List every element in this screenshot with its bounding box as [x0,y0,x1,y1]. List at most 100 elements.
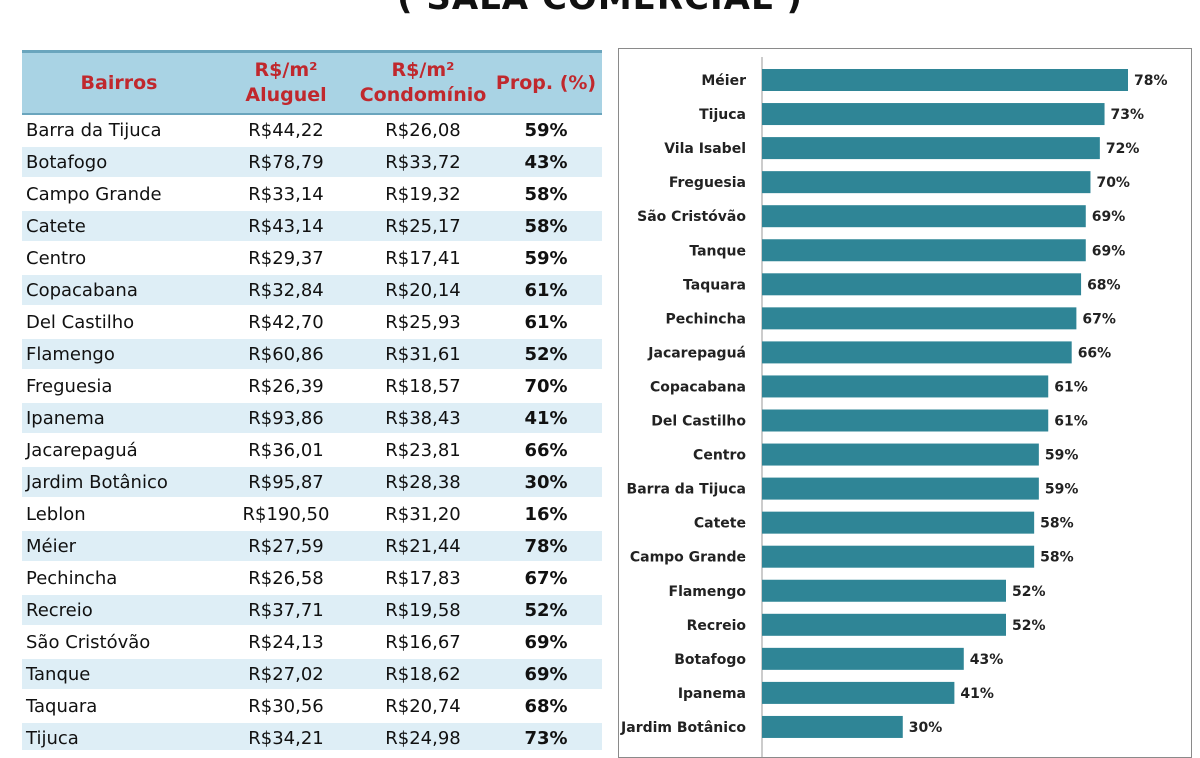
cell-prop: 41% [490,402,602,435]
bar [762,613,1006,636]
table-row: Tanque R$27,02 R$18,62 69% [22,658,602,691]
header-aluguel-unit: R$/m² [254,59,318,81]
bar [762,409,1049,432]
value-label: 61% [1054,414,1088,430]
bar [762,307,1077,330]
category-label: Taquara [683,277,746,293]
cell-prop: 67% [490,562,602,595]
table-row: Tijuca R$34,21 R$24,98 73% [22,722,602,750]
category-label: Tanque [689,243,746,259]
header-condominio: R$/m² Condomínio [356,50,490,115]
bar [762,511,1035,534]
cell-condominio: R$33,72 [356,146,490,179]
cell-bairro: Barra da Tijuca [22,114,216,147]
table-row: Jacarepaguá R$36,01 R$23,81 66% [22,434,602,467]
header-aluguel-label: Aluguel [245,84,327,106]
cell-aluguel: R$30,56 [216,690,356,723]
cell-prop: 16% [490,498,602,531]
data-table: Bairros R$/m² Aluguel R$/m² Condomínio P… [22,50,602,750]
header-aluguel: R$/m² Aluguel [216,50,356,115]
chart-panel: Méier 78% Tijuca 73% Vila Isabel 72% Freguesia… [618,48,1192,758]
table-row: Jardim Botânico R$95,87 R$28,38 30% [22,466,602,499]
header-condominio-label: Condomínio [359,84,487,106]
value-label: 43% [970,652,1004,668]
cell-prop: 58% [490,178,602,211]
cell-condominio: R$25,93 [356,306,490,339]
bar [762,477,1039,500]
table-row: São Cristóvão R$24,13 R$16,67 69% [22,626,602,659]
cell-bairro: Freguesia [22,370,216,403]
header-bairros: Bairros [22,50,216,115]
value-label: 69% [1092,209,1126,225]
cell-bairro: Del Castilho [22,306,216,339]
category-label: Recreio [687,618,747,634]
cell-bairro: Tanque [22,658,216,691]
cell-aluguel: R$60,86 [216,338,356,371]
cell-condominio: R$20,14 [356,274,490,307]
cell-bairro: Tijuca [22,722,216,750]
value-label: 66% [1078,345,1112,361]
bar [762,239,1086,262]
cell-prop: 70% [490,370,602,403]
bar [762,545,1035,568]
category-label: São Cristóvão [637,209,746,225]
cell-aluguel: R$93,86 [216,402,356,435]
value-label: 73% [1111,107,1145,123]
cell-bairro: Ipanema [22,402,216,435]
bar [762,341,1072,364]
cell-condominio: R$17,83 [356,562,490,595]
cell-aluguel: R$43,14 [216,210,356,243]
table-body: Barra da Tijuca R$44,22 R$26,08 59% Botafogo… [22,114,602,750]
rent-table: Bairros R$/m² Aluguel R$/m² Condomínio P… [22,50,602,750]
value-label: 72% [1106,141,1140,157]
value-label: 30% [909,720,943,736]
bar-chart: Méier 78% Tijuca 73% Vila Isabel 72% Freguesia… [620,57,1168,757]
cell-aluguel: R$26,58 [216,562,356,595]
cell-aluguel: R$34,21 [216,722,356,750]
category-label: Del Castilho [651,414,746,430]
cell-condominio: R$18,57 [356,370,490,403]
header-prop: Prop. (%) [490,50,602,115]
cell-condominio: R$20,74 [356,690,490,723]
value-label: 68% [1087,277,1121,293]
cell-condominio: R$26,08 [356,114,490,147]
cell-condominio: R$28,38 [356,466,490,499]
bar [762,69,1128,91]
table-row: Méier R$27,59 R$21,44 78% [22,530,602,563]
value-label: 69% [1092,243,1126,259]
value-label: 52% [1012,584,1046,600]
bar [762,375,1049,398]
category-label: Pechincha [666,311,747,327]
value-label: 41% [960,686,994,702]
cell-prop: 73% [490,722,602,750]
cell-prop: 43% [490,146,602,179]
cell-condominio: R$31,61 [356,338,490,371]
value-label: 52% [1012,618,1046,634]
bar [762,579,1006,602]
category-label: Centro [693,448,746,464]
cell-prop: 59% [490,114,602,147]
category-label: Tijuca [699,107,746,123]
cell-aluguel: R$32,84 [216,274,356,307]
table-row: Taquara R$30,56 R$20,74 68% [22,690,602,723]
bar [762,715,903,738]
cell-bairro: Jardim Botânico [22,466,216,499]
cell-bairro: Méier [22,530,216,563]
cell-prop: 59% [490,242,602,275]
table-row: Copacabana R$32,84 R$20,14 61% [22,274,602,307]
category-label: Freguesia [669,175,746,191]
cell-condominio: R$17,41 [356,242,490,275]
cell-condominio: R$19,58 [356,594,490,627]
cell-prop: 30% [490,466,602,499]
table-row: Botafogo R$78,79 R$33,72 43% [22,146,602,179]
category-label: Jardim Botânico [620,720,746,736]
cell-prop: 69% [490,626,602,659]
cell-condominio: R$19,32 [356,178,490,211]
bar [762,171,1091,194]
cell-aluguel: R$42,70 [216,306,356,339]
cell-bairro: Pechincha [22,562,216,595]
value-label: 58% [1040,550,1074,566]
bar [762,205,1086,228]
cell-bairro: Catete [22,210,216,243]
cell-prop: 52% [490,594,602,627]
